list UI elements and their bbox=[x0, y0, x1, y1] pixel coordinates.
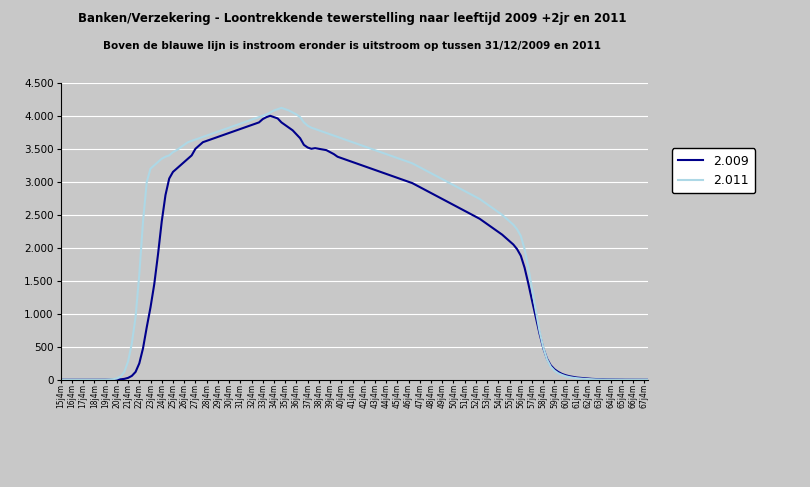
Text: Boven de blauwe lijn is instroom eronder is uitstroom op tussen 31/12/2009 en 20: Boven de blauwe lijn is instroom eronder… bbox=[104, 41, 601, 52]
2.009 bbox=[602, 376, 612, 382]
2.009 bbox=[266, 113, 275, 119]
2.009 bbox=[157, 219, 167, 225]
2.009 bbox=[463, 210, 473, 216]
2.011 bbox=[56, 377, 66, 383]
2.011 bbox=[276, 105, 286, 111]
2.009 bbox=[377, 169, 387, 175]
2.011 bbox=[463, 190, 473, 196]
2.011 bbox=[643, 377, 653, 383]
2.011 bbox=[157, 156, 167, 162]
2.011 bbox=[116, 374, 126, 379]
2.009 bbox=[273, 115, 283, 121]
2.009 bbox=[56, 377, 66, 383]
2.009 bbox=[116, 376, 126, 382]
Legend: 2.009, 2.011: 2.009, 2.011 bbox=[671, 149, 755, 193]
Line: 2.009: 2.009 bbox=[61, 116, 648, 380]
2.009 bbox=[643, 377, 653, 383]
2.011 bbox=[602, 376, 612, 382]
2.011 bbox=[377, 150, 387, 156]
2.011 bbox=[269, 108, 279, 113]
Text: Banken/Verzekering - Loontrekkende tewerstelling naar leeftijd 2009 +2jr en 2011: Banken/Verzekering - Loontrekkende tewer… bbox=[78, 12, 627, 25]
Line: 2.011: 2.011 bbox=[61, 108, 648, 380]
